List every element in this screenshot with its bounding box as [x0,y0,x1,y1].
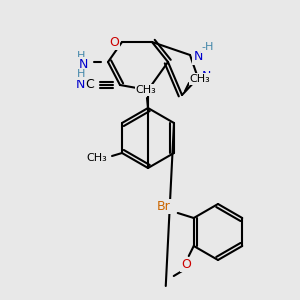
Text: Br: Br [157,200,171,212]
Text: N: N [193,50,203,64]
Text: H: H [77,51,85,61]
Text: -H: -H [202,42,214,52]
Text: H: H [77,69,85,79]
Text: N: N [75,79,85,92]
Text: N: N [201,70,211,83]
Text: O: O [181,257,191,271]
Text: CH₃: CH₃ [190,74,210,84]
Text: C: C [85,79,94,92]
Text: N: N [78,58,88,70]
Text: CH₃: CH₃ [87,153,107,163]
Text: O: O [109,35,119,49]
Text: CH₃: CH₃ [136,85,156,95]
